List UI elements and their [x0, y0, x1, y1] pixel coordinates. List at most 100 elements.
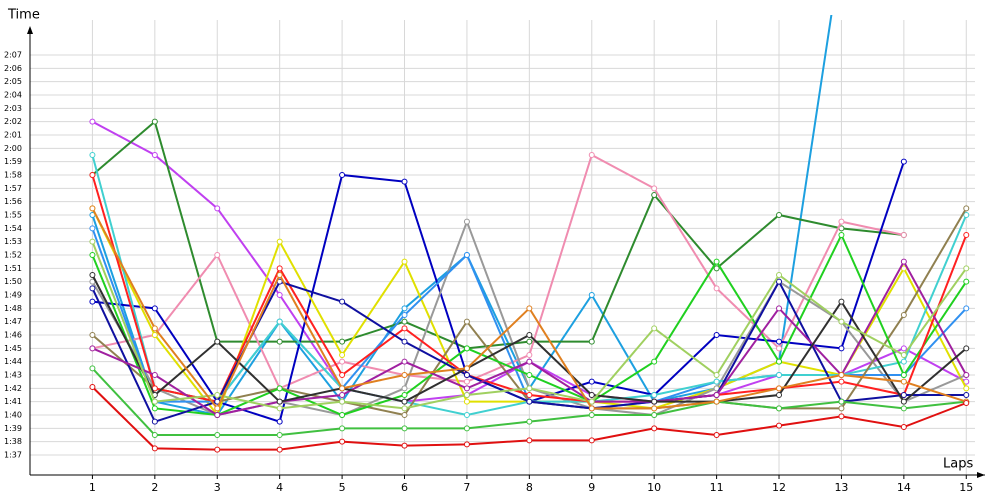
point: [89, 285, 96, 292]
point: [900, 232, 907, 238]
point: [588, 338, 595, 345]
y-tick-label: 1:48: [4, 304, 22, 313]
series-line: [91, 119, 904, 350]
y-tick-label: 1:54: [4, 224, 22, 233]
y-tick-label: 2:05: [4, 77, 22, 86]
point: [838, 345, 845, 352]
point: [776, 405, 783, 412]
point: [776, 392, 783, 398]
x-tick-label: 1: [89, 481, 96, 494]
point: [526, 372, 533, 378]
point: [339, 385, 346, 392]
point: [89, 238, 96, 245]
y-tick-label: 1:51: [4, 264, 22, 273]
point: [214, 205, 221, 212]
y-axis-arrow: [27, 26, 33, 34]
point: [89, 384, 96, 390]
point: [151, 325, 158, 332]
point: [401, 412, 408, 418]
y-tick-label: 2:02: [4, 117, 22, 126]
point: [651, 192, 658, 198]
point: [401, 358, 408, 365]
x-tick-label: 6: [401, 481, 408, 494]
point: [339, 172, 346, 178]
point: [89, 252, 96, 258]
point: [526, 398, 533, 405]
point: [401, 425, 408, 432]
point: [214, 252, 221, 258]
series-line: [92, 161, 905, 423]
y-tick-label: 1:56: [4, 197, 22, 206]
point: [401, 325, 408, 332]
x-tick-label: 13: [834, 481, 848, 494]
point: [151, 432, 158, 438]
y-tick-label: 1:42: [4, 384, 22, 393]
point: [214, 405, 221, 412]
point: [151, 445, 158, 452]
point: [713, 285, 720, 292]
point: [339, 438, 346, 445]
point: [463, 398, 470, 405]
point: [463, 425, 470, 432]
point: [776, 372, 783, 378]
point: [401, 258, 408, 265]
point: [401, 385, 408, 392]
x-tick-label: 11: [710, 481, 724, 494]
point: [339, 372, 346, 378]
point: [401, 312, 408, 318]
point: [776, 272, 783, 278]
point: [89, 298, 96, 305]
point: [214, 412, 221, 418]
point: [776, 422, 783, 429]
y-tick-label: 2:07: [4, 51, 22, 60]
point: [776, 278, 783, 285]
point: [151, 118, 158, 125]
point: [401, 178, 408, 185]
point: [713, 378, 720, 385]
point: [838, 232, 845, 238]
point: [463, 412, 470, 418]
point: [526, 305, 533, 312]
point: [588, 152, 595, 158]
point: [276, 338, 283, 345]
y-tick-label: 2:03: [4, 104, 22, 113]
point: [526, 385, 533, 392]
y-tick-label: 1:39: [4, 424, 22, 433]
point: [713, 385, 720, 392]
point: [214, 446, 221, 453]
point: [463, 385, 470, 392]
point: [151, 305, 158, 312]
point: [776, 345, 783, 352]
y-tick-label: 1:38: [4, 437, 22, 446]
y-tick-label: 1:55: [4, 211, 22, 220]
point: [89, 118, 96, 125]
point: [463, 345, 470, 352]
plot-area: [89, 15, 970, 453]
y-tick-label: 2:06: [4, 64, 22, 73]
point: [963, 305, 970, 312]
point: [588, 378, 595, 385]
point: [89, 205, 96, 212]
point: [89, 332, 96, 338]
point: [713, 258, 720, 265]
point: [776, 358, 783, 365]
point: [588, 412, 595, 418]
y-tick-label: 1:57: [4, 184, 22, 193]
point: [900, 352, 907, 358]
point: [900, 398, 907, 405]
point: [963, 265, 970, 272]
y-tick-label: 1:44: [4, 357, 22, 366]
point: [401, 398, 408, 405]
point: [838, 298, 845, 305]
y-tick-label: 1:41: [4, 397, 22, 406]
x-tick-label: 12: [772, 481, 786, 494]
point: [651, 398, 658, 405]
x-tick-label: 4: [276, 481, 283, 494]
point: [89, 225, 96, 232]
point: [339, 358, 346, 365]
point: [276, 292, 283, 298]
point: [401, 405, 408, 412]
point: [588, 292, 595, 298]
point: [963, 205, 970, 212]
x-axis-label: Laps: [943, 457, 973, 472]
